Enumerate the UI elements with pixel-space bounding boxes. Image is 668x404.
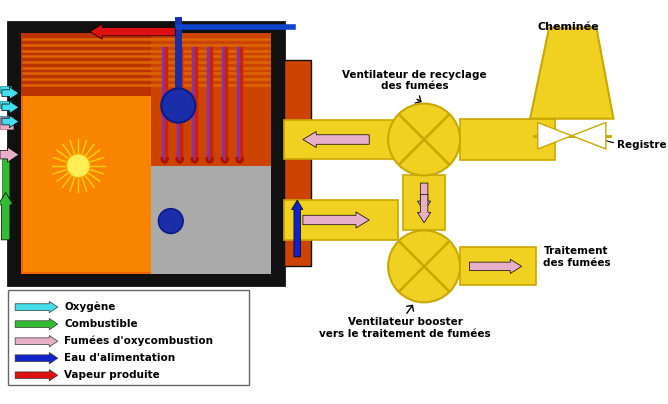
Text: Traitement
des fumées: Traitement des fumées bbox=[543, 246, 611, 268]
Polygon shape bbox=[418, 183, 431, 211]
Polygon shape bbox=[303, 131, 369, 147]
Text: Fumées d'oxycombustion: Fumées d'oxycombustion bbox=[64, 336, 213, 346]
Polygon shape bbox=[0, 193, 13, 240]
Polygon shape bbox=[2, 116, 19, 128]
Bar bbox=[151, 166, 271, 274]
Text: Ventilateur booster
vers le traitement de fumées: Ventilateur booster vers le traitement d… bbox=[319, 318, 491, 339]
Polygon shape bbox=[303, 212, 369, 228]
Bar bbox=[403, 175, 445, 230]
Text: Eau d'alimentation: Eau d'alimentation bbox=[64, 353, 176, 363]
Circle shape bbox=[388, 103, 460, 175]
Text: Cheminée: Cheminée bbox=[537, 22, 599, 32]
Bar bbox=[0, 101, 11, 108]
Bar bbox=[0, 86, 11, 93]
Polygon shape bbox=[2, 87, 19, 99]
Bar bbox=[0, 116, 11, 124]
Polygon shape bbox=[15, 335, 57, 347]
Bar bbox=[284, 200, 397, 240]
Polygon shape bbox=[15, 301, 57, 313]
Bar bbox=[21, 34, 271, 96]
Polygon shape bbox=[0, 147, 19, 162]
Polygon shape bbox=[291, 200, 303, 257]
Bar bbox=[7, 22, 284, 285]
Polygon shape bbox=[15, 353, 57, 364]
Polygon shape bbox=[15, 370, 57, 381]
Polygon shape bbox=[572, 122, 606, 149]
Polygon shape bbox=[418, 194, 431, 223]
Bar bbox=[7, 290, 249, 385]
Polygon shape bbox=[538, 122, 572, 149]
Polygon shape bbox=[15, 318, 57, 330]
Bar bbox=[151, 34, 271, 274]
Circle shape bbox=[388, 230, 460, 302]
Text: Oxygène: Oxygène bbox=[64, 302, 116, 312]
Bar bbox=[460, 247, 536, 285]
Bar bbox=[460, 119, 554, 160]
Circle shape bbox=[66, 154, 90, 178]
Circle shape bbox=[158, 209, 183, 234]
Text: Vapeur produite: Vapeur produite bbox=[64, 370, 160, 380]
Polygon shape bbox=[90, 24, 175, 39]
Bar bbox=[284, 60, 311, 266]
Bar bbox=[23, 36, 160, 272]
Bar bbox=[21, 34, 271, 274]
Polygon shape bbox=[470, 259, 522, 274]
Polygon shape bbox=[2, 101, 19, 114]
Text: Ventilateur de recyclage
des fumées: Ventilateur de recyclage des fumées bbox=[342, 69, 487, 91]
Circle shape bbox=[161, 88, 195, 123]
Polygon shape bbox=[530, 28, 613, 119]
Text: Registre: Registre bbox=[617, 140, 667, 150]
Bar bbox=[0, 118, 13, 129]
Bar bbox=[284, 120, 397, 160]
Bar bbox=[2, 154, 9, 222]
Text: Combustible: Combustible bbox=[64, 319, 138, 329]
